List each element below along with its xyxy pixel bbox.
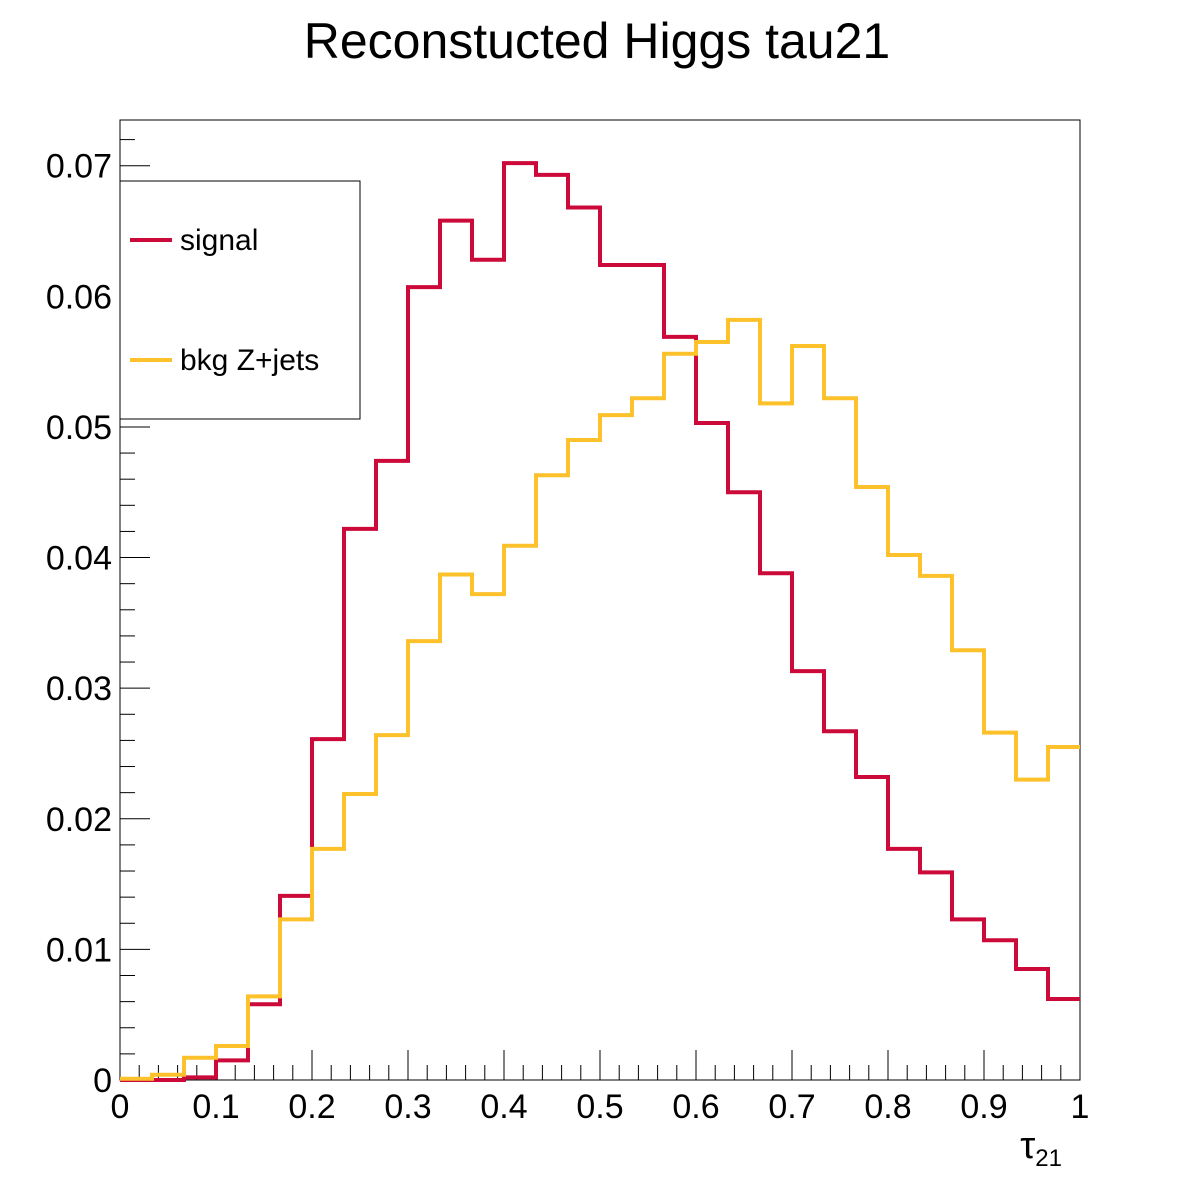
y-tick-label: 0.07 — [46, 148, 112, 186]
legend: signal bkg Z+jets — [119, 180, 361, 420]
y-tick-label: 0.06 — [46, 278, 112, 316]
legend-box — [119, 180, 361, 420]
series-layer — [120, 161, 1080, 1082]
x-tick-labels: 0 0.1 0.2 0.3 0.4 0.5 0.6 0.7 0.8 0.9 1 — [111, 1088, 1090, 1126]
y-tick-label: 0.05 — [46, 409, 112, 447]
x-tick-label: 0.3 — [384, 1088, 431, 1126]
x-tick-label: 0.5 — [576, 1088, 623, 1126]
x-tick-label: 0.8 — [864, 1088, 911, 1126]
x-axis-label: τ21 — [1020, 1125, 1062, 1172]
x-tick-label: 0.1 — [192, 1088, 239, 1126]
x-axis-label-subscript: 21 — [1035, 1145, 1062, 1172]
legend-label-signal: signal — [180, 224, 258, 257]
x-axis-label-symbol: τ — [1020, 1125, 1035, 1167]
x-tick-label: 1 — [1071, 1088, 1090, 1126]
x-tick-label: 0.7 — [768, 1088, 815, 1126]
y-tick-labels: 0 0.01 0.02 0.03 0.04 0.05 0.06 0.07 — [46, 148, 112, 1100]
x-tick-label: 0 — [111, 1088, 130, 1126]
y-tick-label: 0.03 — [46, 670, 112, 708]
chart-title: Reconstucted Higgs tau21 — [304, 13, 890, 69]
series-line-signal — [120, 161, 1080, 1082]
y-tick-label: 0.02 — [46, 801, 112, 839]
y-tick-label: 0.04 — [46, 540, 112, 578]
y-tick-label: 0 — [93, 1062, 112, 1100]
series-line-bkg-zjets — [120, 317, 1080, 1081]
x-tick-label: 0.9 — [960, 1088, 1007, 1126]
x-tick-label: 0.4 — [480, 1088, 527, 1126]
x-tick-label: 0.2 — [288, 1088, 335, 1126]
legend-label-bkg-zjets: bkg Z+jets — [180, 344, 319, 377]
y-tick-label: 0.01 — [46, 931, 112, 969]
x-tick-label: 0.6 — [672, 1088, 719, 1126]
